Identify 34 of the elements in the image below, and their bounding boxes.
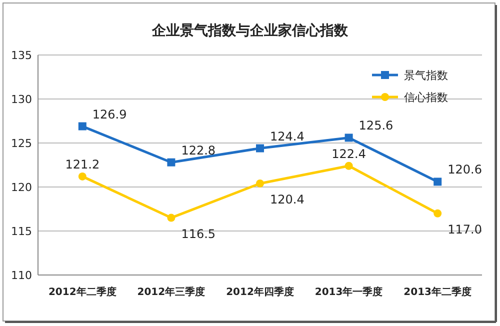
x-tick-label: 2013年一季度	[314, 286, 383, 298]
y-tick-label: 130	[11, 93, 32, 106]
legend-label: 景气指数	[404, 69, 448, 82]
x-tick-label: 2012年三季度	[137, 286, 206, 298]
y-tick-label: 115	[11, 225, 32, 238]
data-label: 120.6	[448, 162, 482, 177]
point	[344, 134, 353, 142]
point	[344, 162, 353, 170]
data-label: 122.8	[181, 143, 216, 158]
data-label: 122.4	[332, 146, 366, 161]
y-tick-label: 120	[11, 181, 32, 194]
point	[434, 178, 442, 186]
legend-label: 信心指数	[404, 91, 448, 104]
data-label: 126.9	[92, 107, 127, 122]
x-tick-label: 2012年二季度	[48, 286, 116, 298]
point	[256, 179, 264, 188]
y-tick-label: 110	[11, 269, 32, 282]
data-label: 121.2	[65, 157, 100, 172]
data-label: 124.4	[270, 129, 304, 144]
data-label: 117.0	[448, 222, 482, 236]
data-label: 120.4	[270, 192, 304, 206]
data-label: 116.5	[181, 226, 216, 241]
point	[434, 209, 442, 218]
point	[78, 122, 86, 130]
y-tick-label: 125	[11, 137, 32, 150]
point	[167, 214, 176, 222]
point	[167, 158, 176, 166]
y-tick-label: 135	[11, 49, 32, 62]
x-tick-label: 2013年二季度	[404, 286, 472, 298]
point	[78, 172, 86, 180]
point	[256, 144, 264, 152]
x-tick-label: 2012年四季度	[226, 286, 294, 298]
chart-title: 企业景气指数与企业家信心指数	[151, 22, 349, 39]
data-label: 125.6	[358, 118, 394, 133]
